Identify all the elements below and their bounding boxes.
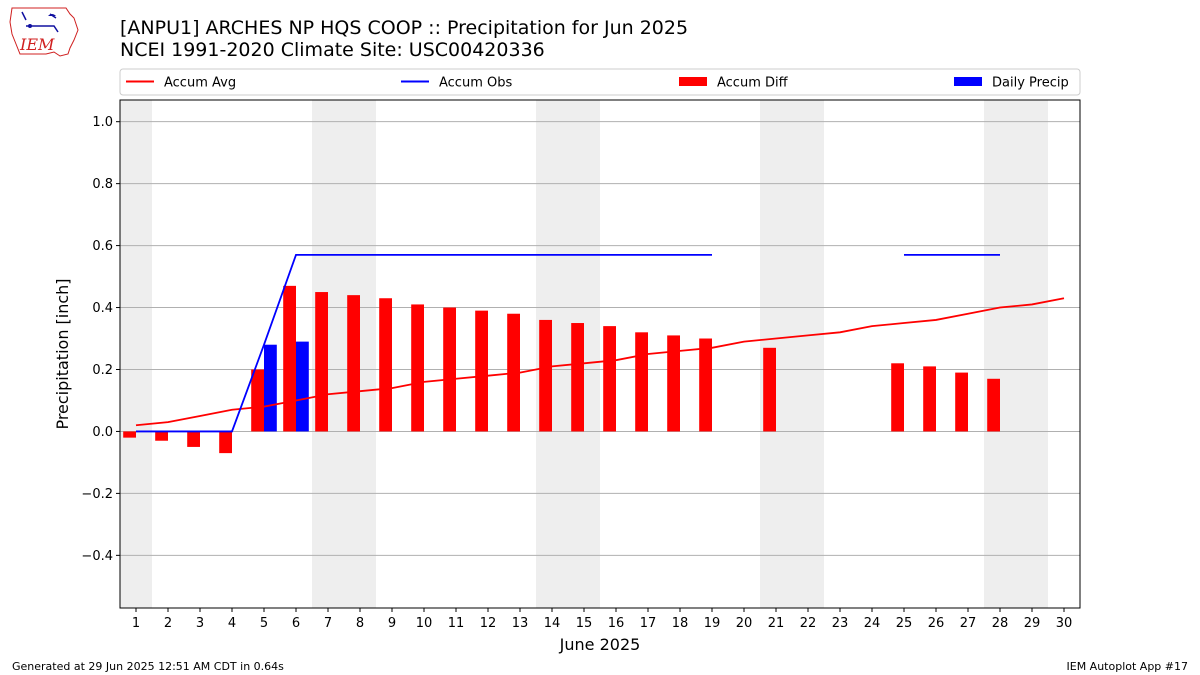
x-tick-label: 24 xyxy=(864,616,881,631)
y-tick-label: −0.2 xyxy=(81,487,113,502)
accum-diff-bar xyxy=(283,285,296,432)
x-tick-label: 30 xyxy=(1056,616,1073,631)
accum-diff-bar xyxy=(379,298,392,432)
accum-diff-bar xyxy=(539,319,552,432)
x-tick-label: 11 xyxy=(448,616,465,631)
accum-diff-bar xyxy=(347,295,360,432)
x-tick-label: 2 xyxy=(164,616,172,631)
x-tick-label: 14 xyxy=(544,616,561,631)
accum-diff-bar xyxy=(571,323,584,432)
x-tick-label: 13 xyxy=(512,616,529,631)
x-axis-label: June 2025 xyxy=(559,635,641,654)
x-tick-label: 20 xyxy=(736,616,753,631)
legend-box xyxy=(119,68,1081,96)
daily-precip-bar xyxy=(264,344,277,432)
accum-diff-bar xyxy=(443,307,456,432)
y-tick-label: 0.4 xyxy=(92,301,113,316)
y-tick-label: 0.8 xyxy=(92,177,113,192)
accum-diff-bar xyxy=(251,369,264,432)
accum-diff-bar xyxy=(667,335,680,432)
accum-diff-bar xyxy=(987,378,1000,432)
legend-label: Accum Avg xyxy=(164,76,236,91)
x-tick-label: 9 xyxy=(388,616,396,631)
x-tick-label: 19 xyxy=(704,616,721,631)
accum-obs-line xyxy=(136,253,712,433)
x-tick-label: 23 xyxy=(832,616,849,631)
chart-subtitle: NCEI 1991-2020 Climate Site: USC00420336 xyxy=(120,39,545,61)
x-tick-label: 5 xyxy=(260,616,268,631)
accum-avg-line xyxy=(135,297,1065,427)
y-axis-label: Precipitation [inch] xyxy=(53,278,72,429)
x-tick-label: 1 xyxy=(132,616,140,631)
x-tick-label: 26 xyxy=(928,616,945,631)
accum-diff-bar xyxy=(315,292,328,432)
legend-swatch-bar xyxy=(954,77,982,86)
accum-diff-bar xyxy=(475,310,488,432)
x-tick-label: 3 xyxy=(196,616,204,631)
x-tick-label: 12 xyxy=(480,616,497,631)
x-tick-label: 28 xyxy=(992,616,1009,631)
footer-generated: Generated at 29 Jun 2025 12:51 AM CDT in… xyxy=(12,660,284,673)
x-tick-label: 6 xyxy=(292,616,300,631)
x-tick-label: 21 xyxy=(768,616,785,631)
plot-frame xyxy=(119,99,1081,609)
weekend-band xyxy=(120,100,152,608)
accum-diff-bar xyxy=(603,326,616,432)
accum-diff-bar xyxy=(411,304,424,432)
accum-diff-bar xyxy=(155,431,168,441)
chart-title: [ANPU1] ARCHES NP HQS COOP :: Precipitat… xyxy=(120,17,689,39)
legend-label: Accum Diff xyxy=(717,76,789,91)
y-tick-label: 0.0 xyxy=(92,425,113,440)
x-tick-label: 4 xyxy=(228,616,236,631)
x-tick-label: 27 xyxy=(960,616,977,631)
x-tick-label: 10 xyxy=(416,616,433,631)
legend-label: Daily Precip xyxy=(992,76,1069,91)
accum-diff-bar xyxy=(955,372,968,432)
legend-label: Accum Obs xyxy=(439,76,512,91)
accum-diff-bar xyxy=(187,431,200,447)
x-tick-label: 22 xyxy=(800,616,817,631)
x-tick-label: 17 xyxy=(640,616,657,631)
accum-diff-bar xyxy=(763,347,776,432)
daily-precip-bar xyxy=(296,341,309,432)
accum-diff-bar xyxy=(891,363,904,432)
accum-diff-bar xyxy=(699,338,712,432)
y-tick-label: 0.2 xyxy=(92,363,113,378)
accum-diff-bar xyxy=(635,332,648,432)
accum-diff-bar xyxy=(219,431,232,454)
iem-logo: IEM xyxy=(8,4,82,62)
x-tick-label: 8 xyxy=(356,616,364,631)
x-tick-label: 15 xyxy=(576,616,593,631)
logo-text: IEM xyxy=(19,35,55,54)
accum-diff-bar xyxy=(123,431,136,438)
accum-diff-bar xyxy=(923,366,936,432)
legend-swatch-bar xyxy=(679,77,707,86)
y-tick-label: −0.4 xyxy=(81,549,113,564)
x-tick-label: 7 xyxy=(324,616,332,631)
x-tick-label: 25 xyxy=(896,616,913,631)
footer-app: IEM Autoplot App #17 xyxy=(1066,660,1189,673)
y-tick-label: 1.0 xyxy=(92,115,113,130)
weekend-band xyxy=(984,100,1048,608)
x-tick-label: 18 xyxy=(672,616,689,631)
y-tick-label: 0.6 xyxy=(92,239,113,254)
x-tick-label: 16 xyxy=(608,616,625,631)
x-tick-label: 29 xyxy=(1024,616,1041,631)
